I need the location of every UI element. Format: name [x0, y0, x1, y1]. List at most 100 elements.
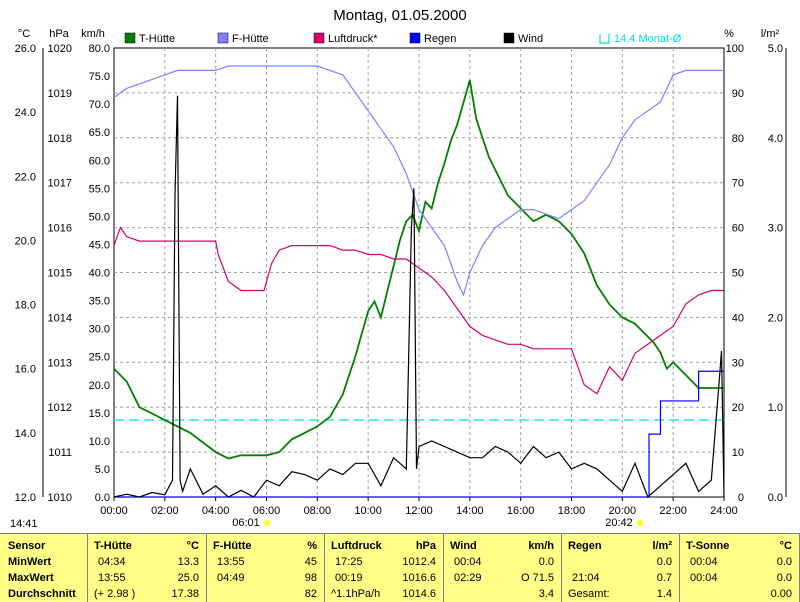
legend-swatch — [599, 34, 610, 44]
tick-label-temp: 14.0 — [15, 428, 36, 440]
summary-max-time: 02:29 — [454, 572, 482, 584]
series-regen — [114, 370, 724, 498]
weather-chart: Montag, 01.05.2000 °C hPa km/h % l/m² T-… — [10, 7, 787, 530]
summary-column-luftdruck: Luftdruck hPa 17:25 1012.4 00:19 1016.6 ^1.1hP… — [325, 534, 444, 602]
tick-label-rain: 2.0 — [768, 312, 783, 324]
summary-unit: °C — [186, 540, 199, 552]
summary-max-time: 21:04 — [572, 572, 600, 584]
tick-label-pressure: 1015 — [48, 268, 72, 280]
unit-speed: km/h — [81, 28, 105, 40]
grid-lines — [114, 48, 724, 497]
tick-label-pressure: 1018 — [48, 133, 72, 145]
tick-label-rain: 1.0 — [768, 402, 783, 414]
tick-label-pressure: 1012 — [48, 402, 72, 414]
legend: T-Hütte F-Hütte Luftdruck* Regen Wind 14.4 Mo… — [124, 32, 682, 45]
tick-label-temp: 16.0 — [15, 364, 36, 376]
tick-label-humidity: 90 — [732, 88, 744, 100]
tick-label-humidity: 30 — [732, 357, 744, 369]
y-axes: 26.024.022.020.018.016.014.012.010201019… — [15, 43, 787, 504]
summary-avg-value: 3.4 — [538, 588, 554, 600]
summary-avg-value: 1014.6 — [402, 588, 436, 600]
legend-label: 14.4 Monat-Ø — [614, 33, 682, 45]
summary-min-value: 0.0 — [776, 556, 792, 568]
tick-label-x: 08:00 — [304, 505, 332, 517]
summary-column-regen: Regen l/m² 0.0 21:04 0.7 Gesamt: 1.4 — [562, 534, 680, 602]
tick-label-temp: 20.0 — [15, 235, 36, 247]
summary-max-value: 0.0 — [776, 572, 792, 584]
unit-temp: °C — [18, 28, 30, 40]
tick-label-x: 18:00 — [558, 505, 586, 517]
tick-label-pressure: 1019 — [48, 88, 72, 100]
tick-label-speed: 75.0 — [89, 71, 110, 83]
tick-label-humidity: 60 — [732, 223, 744, 235]
summary-header: Regen — [568, 540, 602, 552]
tick-label-x: 16:00 — [507, 505, 535, 517]
summary-max-value: 0.7 — [656, 572, 672, 584]
legend-swatch — [409, 32, 421, 44]
series-group — [113, 65, 725, 499]
tick-label-speed: 35.0 — [89, 296, 110, 308]
tick-label-speed: 15.0 — [89, 408, 110, 420]
summary-max-time: 00:19 — [335, 572, 363, 584]
unit-humidity: % — [724, 28, 734, 40]
tick-label-pressure: 1014 — [48, 312, 72, 324]
summary-avg-extra: ^1.1hPa/h — [331, 588, 381, 600]
unit-pressure: hPa — [49, 28, 69, 40]
row-label-min: MinWert — [8, 556, 52, 568]
legend-label: T-Hütte — [139, 33, 175, 45]
tick-label-rain: 0.0 — [768, 492, 783, 504]
summary-header: Wind — [450, 540, 477, 552]
tick-label-humidity: 50 — [732, 268, 744, 280]
tick-label-speed: 5.0 — [95, 464, 110, 476]
tick-label-rain: 3.0 — [768, 223, 783, 235]
legend-label: Wind — [518, 33, 543, 45]
tick-label-temp: 24.0 — [15, 107, 36, 119]
summary-max-value: O 71.5 — [520, 572, 554, 584]
tick-label-humidity: 10 — [732, 447, 744, 459]
summary-column-f-h-tte: F-Hütte% 13:55 45 04:49 98 82 — [207, 534, 325, 602]
summary-min-time: 00:04 — [690, 556, 718, 568]
series-f-h-tte — [113, 65, 724, 297]
tick-label-speed: 65.0 — [89, 127, 110, 139]
tick-label-pressure: 1020 — [48, 43, 72, 55]
tick-label-humidity: 0 — [738, 492, 744, 504]
summary-header: T-Sonne — [686, 540, 730, 552]
tick-label-speed: 60.0 — [89, 155, 110, 167]
tick-label-temp: 18.0 — [15, 300, 36, 312]
summary-min-value: 13.3 — [177, 556, 199, 568]
tick-label-x: 00:00 — [100, 505, 128, 517]
summary-avg-extra: (+ 2.98 ) — [94, 588, 136, 600]
row-label-avg: Durchschnitt — [8, 588, 76, 600]
tick-label-speed: 0.0 — [95, 492, 110, 504]
row-label-sensor: Sensor — [8, 540, 46, 552]
sunset-icon — [637, 520, 643, 526]
tick-label-pressure: 1017 — [48, 178, 72, 190]
tick-label-x: 10:00 — [354, 505, 382, 517]
summary-max-time: 13:55 — [98, 572, 126, 584]
summary-max-time: 04:49 — [217, 572, 245, 584]
legend-label: F-Hütte — [232, 33, 269, 45]
summary-min-time: 13:55 — [217, 556, 245, 568]
unit-rain: l/m² — [761, 28, 780, 40]
summary-avg-value: 17.38 — [171, 588, 199, 600]
tick-label-speed: 55.0 — [89, 183, 110, 195]
tick-label-speed: 50.0 — [89, 211, 110, 223]
summary-header: T-Hütte — [94, 540, 132, 552]
tick-label-x: 12:00 — [405, 505, 433, 517]
tick-label-pressure: 1011 — [48, 447, 72, 459]
tick-label-x: 02:00 — [151, 505, 179, 517]
summary-column-t-h-tte: T-Hütte °C 04:34 13.3 13:55 25.0 (+ 2.98 ) 17.3… — [88, 534, 207, 602]
series-t-h-tte — [113, 79, 724, 460]
tick-label-temp: 26.0 — [15, 43, 36, 55]
sunrise-label: 06:01 — [232, 517, 260, 529]
legend-swatch — [217, 32, 229, 44]
legend-label: Luftdruck* — [328, 33, 378, 45]
summary-max-value: 98 — [304, 572, 317, 584]
summary-avg-value: 1.4 — [656, 588, 672, 600]
tick-label-humidity: 70 — [732, 178, 744, 190]
summary-min-value: 0.0 — [538, 556, 554, 568]
tick-label-temp: 22.0 — [15, 171, 36, 183]
legend-label: Regen — [424, 33, 456, 45]
tick-label-x: 24:00 — [710, 505, 738, 517]
summary-min-time: 04:34 — [98, 556, 126, 568]
